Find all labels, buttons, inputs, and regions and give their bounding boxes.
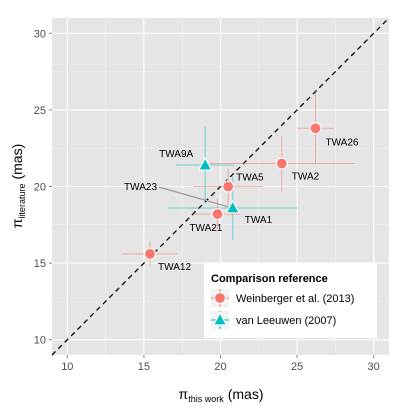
data-markers xyxy=(143,122,322,260)
x-axis-ticks: 10 15 20 25 30 xyxy=(61,355,380,373)
circle-marker xyxy=(309,122,322,135)
point-label: TWA12 xyxy=(158,262,191,273)
legend-title: Comparison reference xyxy=(211,273,328,285)
x-tick-label: 20 xyxy=(214,361,226,373)
point-label: TWA21 xyxy=(189,223,222,234)
y-axis-unit: (mas) xyxy=(9,144,25,180)
legend: Comparison reference Weinberger et al. (… xyxy=(204,263,377,338)
x-tick-label: 15 xyxy=(138,361,150,373)
y-tick-label: 20 xyxy=(34,182,46,194)
y-tick-label: 25 xyxy=(34,105,46,117)
svg-text:πliterature(mas): πliterature (mas) xyxy=(9,144,27,228)
circle-marker xyxy=(143,247,157,260)
x-tick-label: 25 xyxy=(291,361,303,373)
point-label: TWA9A xyxy=(159,149,193,160)
x-axis-subscript: this work xyxy=(188,394,224,404)
triangle-marker xyxy=(225,199,241,214)
y-axis-ticks: 10 15 20 25 30 xyxy=(34,28,52,347)
x-tick-label: 10 xyxy=(61,361,73,373)
y-tick-label: 30 xyxy=(34,28,46,40)
x-tick-label: 30 xyxy=(368,361,380,373)
point-label: TWA1 xyxy=(245,215,273,226)
x-axis-symbol: π xyxy=(179,386,189,402)
point-label: TWA26 xyxy=(325,137,358,148)
legend-label-weinberger: Weinberger et al. (2013) xyxy=(236,293,354,305)
triangle-marker xyxy=(197,156,213,171)
y-axis-subscript: literature xyxy=(17,184,27,219)
y-axis-symbol: π xyxy=(9,218,25,228)
point-label: TWA23 xyxy=(124,182,157,193)
point-label: TWA2 xyxy=(292,172,320,183)
x-axis-unit: (mas) xyxy=(228,386,264,402)
legend-box xyxy=(204,263,377,338)
legend-circle-marker xyxy=(213,291,227,305)
x-axis-title: πthis work (mas) xyxy=(179,386,264,404)
svg-text:πthis work(mas): πthis work (mas) xyxy=(179,386,264,404)
circle-marker xyxy=(211,207,224,221)
legend-label-vanleeuwen: van Leeuwen (2007) xyxy=(236,315,336,327)
y-tick-label: 15 xyxy=(34,258,46,270)
point-label: TWA5 xyxy=(236,173,264,184)
circle-marker xyxy=(275,157,288,170)
point-labels: TWA26 TWA2 TWA5 TWA21 TWA12 TWA9A TWA1 TWA23 xyxy=(124,137,359,273)
legend-triangle-marker xyxy=(212,311,228,326)
y-tick-label: 10 xyxy=(34,335,46,347)
y-axis-title: πliterature (mas) xyxy=(9,144,27,228)
circle-marker xyxy=(222,180,235,193)
